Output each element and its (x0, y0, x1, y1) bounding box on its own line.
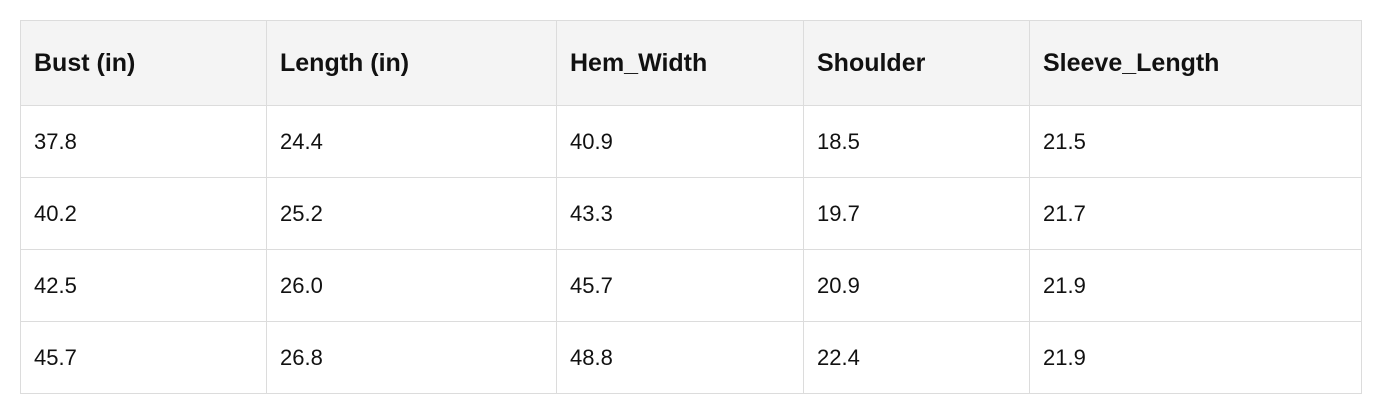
header-cell: Bust (in) (20, 20, 267, 106)
header-cell: Length (in) (266, 20, 557, 106)
table-cell: 45.7 (20, 321, 267, 394)
table-row: 45.7 26.8 48.8 22.4 21.9 (20, 321, 1362, 394)
table-cell: 19.7 (803, 177, 1030, 250)
table-cell: 22.4 (803, 321, 1030, 394)
header-cell: Shoulder (803, 20, 1030, 106)
table-cell: 25.2 (266, 177, 557, 250)
table-cell: 24.4 (266, 105, 557, 178)
table-cell: 42.5 (20, 249, 267, 322)
header-cell: Sleeve_Length (1029, 20, 1362, 106)
table-cell: 37.8 (20, 105, 267, 178)
table-cell: 43.3 (556, 177, 804, 250)
data-table: Bust (in) Length (in) Hem_Width Shoulder Sle… (20, 20, 1362, 394)
header-row: Bust (in) Length (in) Hem_Width Shoulder Sle… (20, 20, 1362, 106)
table-cell: 26.0 (266, 249, 557, 322)
table-cell: 40.9 (556, 105, 804, 178)
table-cell: 18.5 (803, 105, 1030, 178)
header-cell: Hem_Width (556, 20, 804, 106)
table-row: 37.8 24.4 40.9 18.5 21.5 (20, 105, 1362, 178)
table-cell: 20.9 (803, 249, 1030, 322)
table-cell: 45.7 (556, 249, 804, 322)
table-cell: 48.8 (556, 321, 804, 394)
table-cell: 21.7 (1029, 177, 1362, 250)
table-row: 42.5 26.0 45.7 20.9 21.9 (20, 249, 1362, 322)
table-cell: 40.2 (20, 177, 267, 250)
table-cell: 26.8 (266, 321, 557, 394)
table-cell: 21.9 (1029, 321, 1362, 394)
table-cell: 21.9 (1029, 249, 1362, 322)
table-body: 37.8 24.4 40.9 18.5 21.5 40.2 25.2 43.3 19.7 21.7… (20, 105, 1362, 394)
table-row: 40.2 25.2 43.3 19.7 21.7 (20, 177, 1362, 250)
table-header: Bust (in) Length (in) Hem_Width Shoulder Sle… (20, 20, 1362, 106)
table-cell: 21.5 (1029, 105, 1362, 178)
